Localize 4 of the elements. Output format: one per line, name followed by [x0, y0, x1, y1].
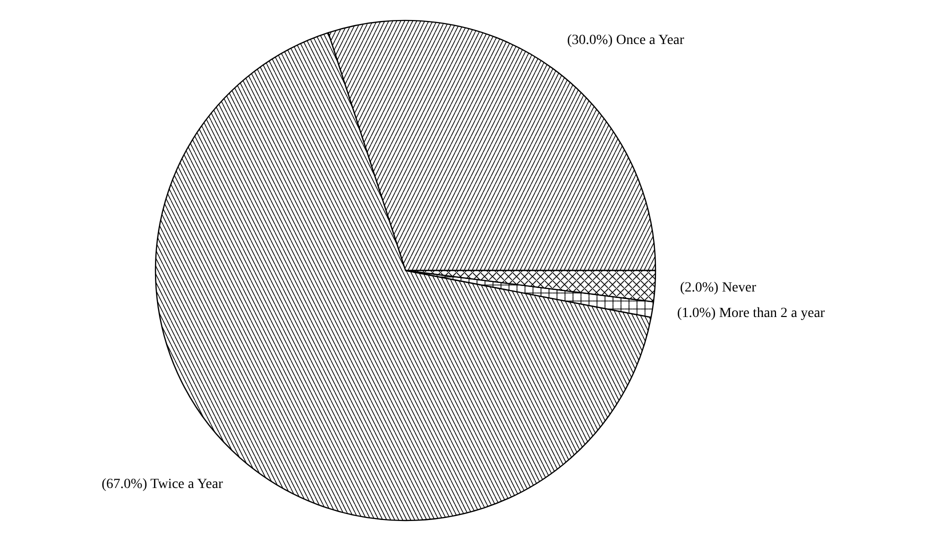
slice-label: (2.0%) Never [680, 280, 756, 296]
slice-label: (30.0%) Once a Year [567, 33, 684, 48]
slice-label: (1.0%) More than 2 a year [677, 306, 826, 322]
slice-label: (67.0%) Twice a Year [102, 476, 224, 492]
